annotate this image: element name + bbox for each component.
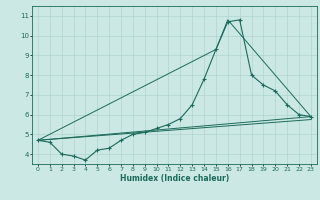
X-axis label: Humidex (Indice chaleur): Humidex (Indice chaleur) (120, 174, 229, 183)
